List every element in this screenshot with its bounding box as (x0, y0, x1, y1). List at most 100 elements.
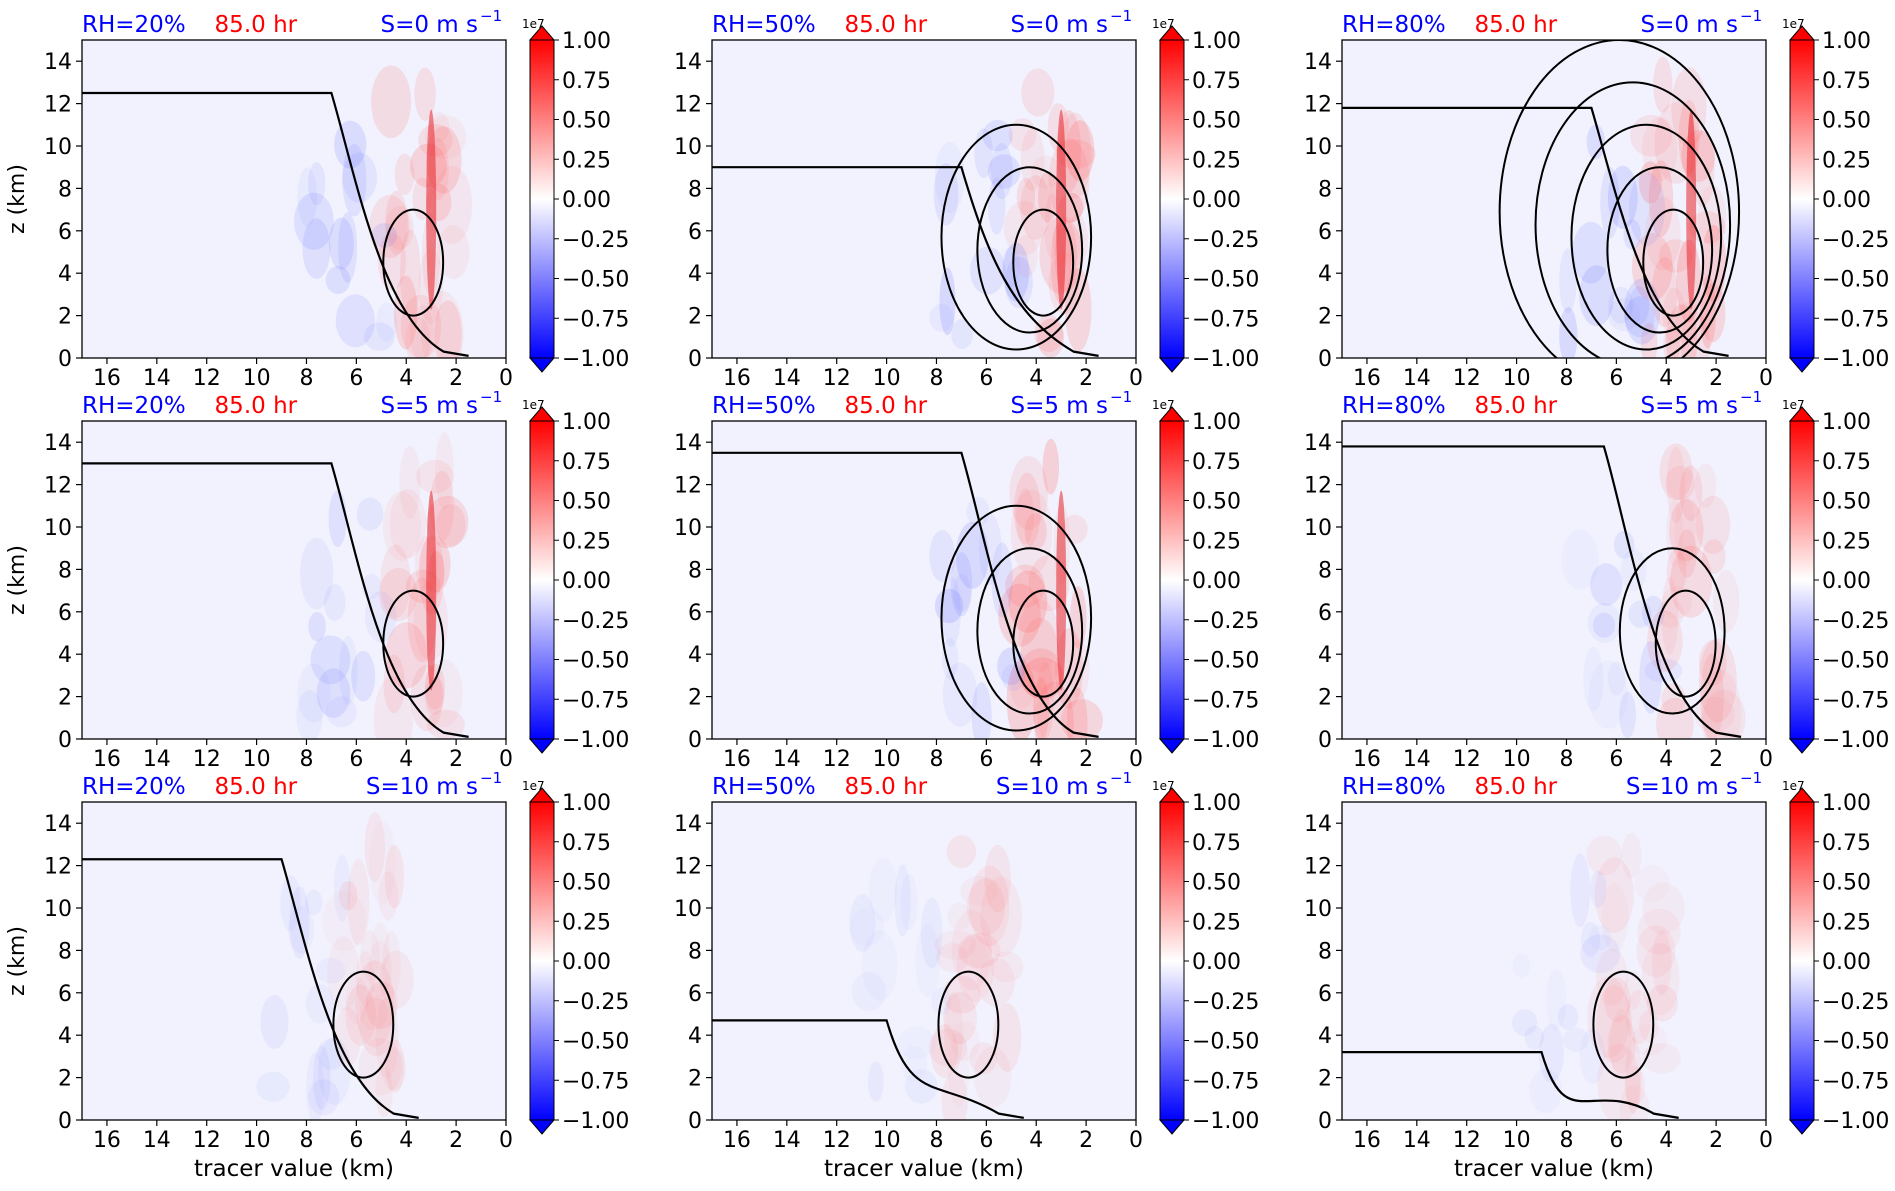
positive-anomaly (960, 875, 998, 907)
colorbar-tick-label: 0.00 (562, 569, 611, 594)
positive-anomaly (1020, 128, 1045, 192)
contour-line (82, 91, 469, 357)
positive-anomaly (1586, 835, 1623, 876)
x-tick-label: 16 (723, 366, 751, 391)
colorbar-tick-label: 0.50 (1822, 871, 1871, 896)
x-tick-label: 0 (1759, 366, 1773, 391)
positive-anomaly (371, 65, 412, 139)
positive-anomaly (1631, 232, 1673, 301)
colorbar (1789, 39, 1815, 359)
x-tick-label: 0 (1129, 366, 1143, 391)
colorbar-tick-label: 0.00 (1822, 950, 1871, 975)
positive-anomaly (1014, 234, 1038, 278)
positive-anomaly (1016, 488, 1035, 545)
colorbar-tick-label: −0.25 (1822, 990, 1889, 1015)
panel-title-time: 85.0 hr (215, 393, 298, 419)
positive-anomaly (1609, 1008, 1632, 1080)
negative-anomaly (315, 957, 346, 984)
panel-title-shear-exponent: −1 (1740, 388, 1762, 406)
colorbar-extend-bottom (1788, 1119, 1816, 1135)
panel-title-rh: RH=20% (82, 393, 186, 419)
negative-anomaly (991, 542, 1013, 618)
contour-line (712, 1019, 1024, 1119)
panel-title-shear: S=0 m s (1640, 12, 1738, 38)
colorbar-tick-label: −1.00 (1192, 728, 1259, 753)
negative-anomaly (982, 119, 1013, 152)
x-tick-label: 8 (299, 366, 313, 391)
positive-anomaly (1642, 117, 1678, 182)
colorbar-tick-label: −0.50 (1192, 1030, 1259, 1055)
y-tick-label: 8 (1318, 558, 1332, 583)
colorbar-tick-label: 1.00 (562, 410, 611, 435)
positive-anomaly (437, 224, 470, 280)
x-tick-label: 10 (243, 366, 271, 391)
negative-anomaly (867, 1061, 884, 1102)
colorbar-tick-label: 0.75 (1822, 831, 1871, 856)
colorbar-tick-label: 0.25 (1822, 910, 1871, 935)
negative-anomaly (920, 897, 943, 969)
colorbar-tick-label: −0.75 (1822, 307, 1889, 332)
x-tick-label: 4 (399, 747, 413, 772)
positive-anomaly (355, 960, 395, 1048)
contour-line (82, 462, 469, 738)
positive-anomaly (1679, 465, 1703, 521)
panel-title-shear-exponent: −1 (1740, 769, 1762, 787)
y-tick-label: 14 (44, 431, 72, 456)
x-tick-label: 4 (1029, 1128, 1043, 1153)
negative-anomaly (951, 318, 973, 350)
negative-anomaly (953, 573, 971, 613)
colorbar-tick-label: 0.75 (1192, 450, 1241, 475)
colorbar-tick-label: 1.00 (1192, 791, 1241, 816)
panel-title-shear: S=10 m s (366, 774, 478, 800)
colorbar-tick-label: 0.00 (562, 950, 611, 975)
y-tick-label: 14 (44, 812, 72, 837)
positive-anomaly (1065, 120, 1095, 182)
negative-anomaly (1592, 612, 1616, 638)
colorbar-tick-label: −0.75 (1192, 307, 1259, 332)
colorbar-tick-label: 0.00 (1192, 569, 1241, 594)
colorbar-extend-top (528, 25, 556, 41)
x-tick-label: 6 (1609, 366, 1623, 391)
colorbar-tick-label: 1.00 (1822, 791, 1871, 816)
positive-core (1056, 490, 1067, 691)
positive-anomaly (418, 124, 453, 157)
positive-core (1686, 109, 1697, 310)
positive-anomaly (414, 67, 436, 121)
colorbar-tick-label: 0.25 (562, 910, 611, 935)
negative-anomaly (317, 1038, 346, 1070)
negative-anomaly (971, 682, 992, 739)
negative-anomaly (308, 162, 326, 206)
panel-title-shear: S=0 m s (380, 12, 478, 38)
positive-anomaly (1641, 942, 1680, 1016)
positive-anomaly (378, 871, 399, 921)
x-tick-label: 8 (929, 366, 943, 391)
y-tick-label: 6 (1318, 982, 1332, 1007)
negative-anomaly (1512, 1009, 1538, 1036)
negative-anomaly (934, 588, 964, 624)
panel-5: 16 14 12 10 8 6 4 2 0 0 2 4 6 8 10 12 14 RH=50% 85.0 hr S=5… (674, 388, 1259, 772)
positive-anomaly (1666, 446, 1686, 523)
contour-loop (1654, 589, 1717, 698)
y-tick-label: 2 (1318, 686, 1332, 711)
x-tick-label: 12 (1453, 366, 1481, 391)
x-axis-label: tracer value (km) (194, 1156, 394, 1182)
negative-anomaly (1579, 1028, 1606, 1085)
panel-title-time: 85.0 hr (215, 12, 298, 38)
x-tick-label: 8 (1559, 1128, 1573, 1153)
positive-anomaly (399, 445, 421, 519)
colorbar-tick-label: −1.00 (562, 1109, 629, 1134)
panel-title-rh: RH=50% (712, 774, 816, 800)
y-tick-label: 4 (58, 262, 72, 287)
x-tick-label: 2 (449, 747, 463, 772)
colorbar-multiplier: 1e7 (1152, 398, 1175, 412)
x-tick-label: 0 (1759, 747, 1773, 772)
panel-title-shear: S=10 m s (996, 774, 1108, 800)
colorbar-tick-label: −0.50 (562, 649, 629, 674)
positive-anomaly (435, 503, 466, 547)
x-tick-label: 8 (299, 1128, 313, 1153)
colorbar-tick-label: 0.00 (1192, 188, 1241, 213)
colorbar-extend-bottom (528, 357, 556, 373)
x-tick-label: 0 (1129, 747, 1143, 772)
x-tick-label: 10 (1503, 1128, 1531, 1153)
